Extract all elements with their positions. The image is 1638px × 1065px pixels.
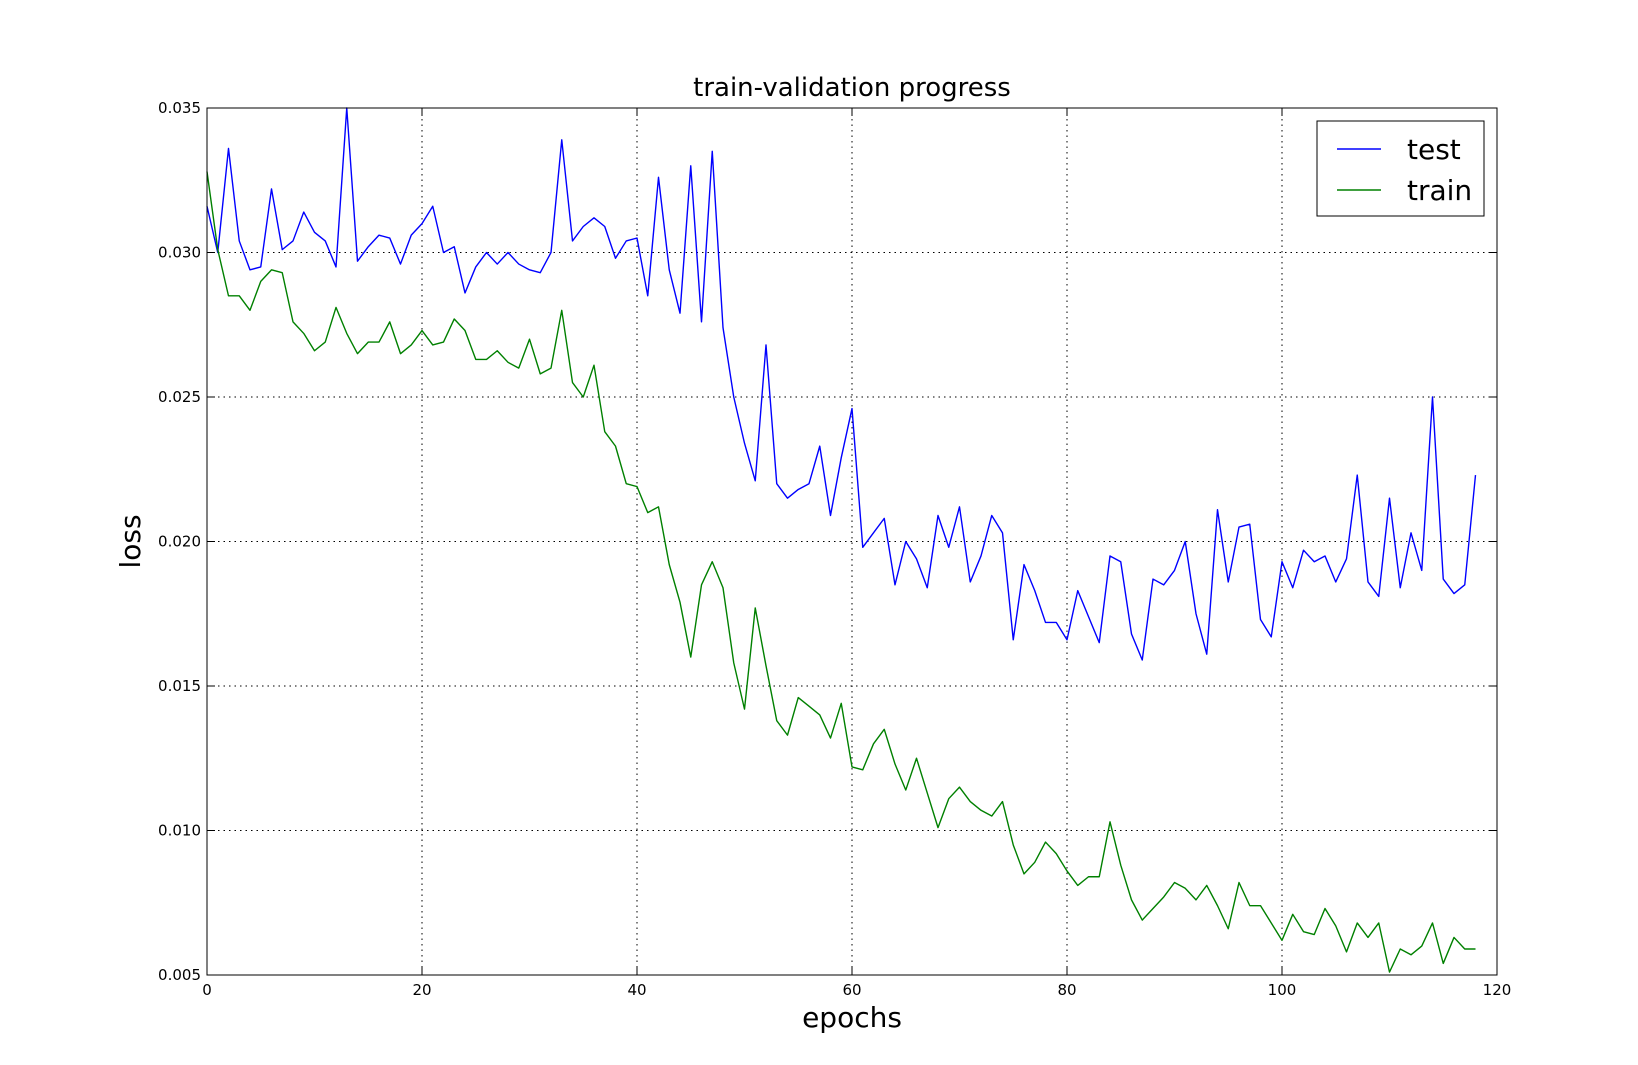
x-tick-label: 0 (202, 981, 212, 999)
chart-title: train-validation progress (693, 73, 1011, 103)
legend-label-train: train (1407, 174, 1472, 207)
series-layer (206, 107, 1477, 973)
x-tick-label: 60 (842, 981, 861, 999)
legend-label-test: test (1407, 133, 1461, 166)
series-line-train (206, 171, 1476, 973)
y-tick-label: 0.015 (158, 677, 201, 695)
x-axis-label: epochs (802, 1001, 902, 1034)
y-tick-label: 0.030 (158, 244, 201, 262)
y-tick-label: 0.010 (158, 822, 201, 840)
x-tick-label: 80 (1057, 981, 1076, 999)
y-tick-label: 0.005 (158, 966, 201, 984)
legend-box (1316, 120, 1485, 217)
y-tick-label: 0.020 (158, 533, 201, 551)
x-tick-label: 120 (1483, 981, 1512, 999)
y-tick-label: 0.035 (158, 99, 201, 117)
x-tick-label: 40 (627, 981, 646, 999)
series-line-test (206, 107, 1477, 661)
grid-layer (206, 107, 1498, 976)
legend: test train (1316, 120, 1485, 217)
x-tick-label: 20 (412, 981, 431, 999)
x-tick-label: 100 (1268, 981, 1297, 999)
y-axis-label: loss (114, 514, 147, 568)
y-tick-label: 0.025 (158, 388, 201, 406)
tick-layer: 0 20 40 60 80 100 120 0.005 0.010 0.015 0.020 0.025… (158, 99, 1511, 999)
